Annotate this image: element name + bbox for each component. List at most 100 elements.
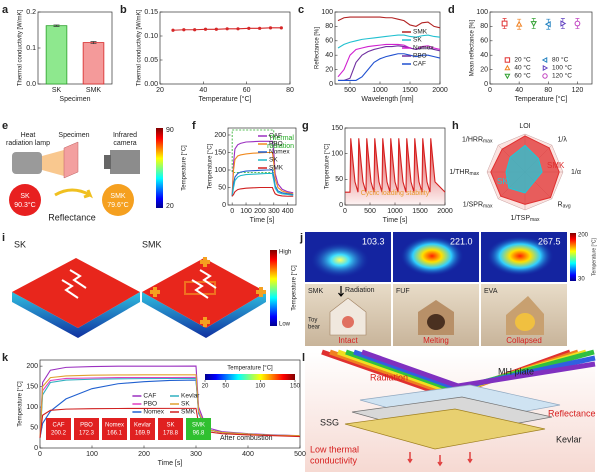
legend-label: 100 °C <box>552 64 572 72</box>
series-label: SK <box>497 177 508 186</box>
value-box <box>102 418 127 440</box>
x-tick-label: 2000 <box>437 208 453 215</box>
radar-axis-label: 1/HRRmax <box>462 136 493 144</box>
smk-temp: 79.6°C <box>107 201 128 209</box>
smk-block <box>142 257 266 338</box>
specimen-label: FUF <box>396 288 410 295</box>
x-tick-label: 100 <box>240 208 252 215</box>
line <box>337 34 441 49</box>
annotation: Cyclic loading stability <box>361 190 430 197</box>
y-tick-label: 0 <box>339 202 343 209</box>
y-axis-label: Thermal conductivity [W/mK] <box>18 9 24 86</box>
marker <box>182 28 186 32</box>
radiation-beam <box>42 150 64 176</box>
sk-label: SK <box>14 239 26 249</box>
x-tick-label: SK <box>52 87 62 94</box>
sk-thermal <box>9 184 41 216</box>
marker <box>203 27 208 31</box>
panel-label: k <box>2 352 9 364</box>
y-axis-label: Temperature [°C] <box>325 143 331 189</box>
error-bar <box>90 41 97 45</box>
box-value: 200.2 <box>51 431 67 437</box>
annotation: Thermal <box>268 135 294 142</box>
marker <box>279 26 283 30</box>
y-tick-label: 200 <box>214 132 226 139</box>
plot-frame <box>159 11 291 85</box>
plot-frame <box>39 359 301 449</box>
y-tick-label: 80 <box>480 23 488 30</box>
line <box>338 53 441 81</box>
y-tick-label: 0 <box>484 81 488 88</box>
y-tick-label: 0.2 <box>26 9 36 16</box>
specimen <box>63 141 79 179</box>
x-tick-label: 120 <box>572 87 584 94</box>
x-tick-label: 1500 <box>402 87 418 94</box>
area <box>345 138 445 205</box>
structure <box>184 281 216 295</box>
legend-label: 120 °C <box>552 72 572 80</box>
axis-sub: max <box>483 204 493 210</box>
x-axis-label: Wavelength [nm] <box>361 96 413 103</box>
x-tick-label: 0 <box>38 451 42 458</box>
ssg-label: SSG <box>320 417 339 427</box>
legend-label: SK <box>181 401 190 408</box>
y-tick-label: 0.15 <box>144 9 158 16</box>
y-tick-label: 0.10 <box>144 33 158 40</box>
axis-name: LOI <box>519 123 530 130</box>
plate-label: MH plate <box>498 366 534 376</box>
colorbar-high: High <box>279 250 291 256</box>
colorbar-max: 90 <box>166 127 174 134</box>
state-label: Melting <box>423 336 449 345</box>
specimen-label: Specimen <box>58 132 89 139</box>
y-tick-label: 0 <box>329 81 333 88</box>
kevlar-layer <box>344 408 546 450</box>
hot-spots <box>150 257 266 327</box>
marker <box>247 26 251 30</box>
max-temp: 221.0 <box>450 236 473 246</box>
value-box <box>186 418 211 440</box>
line <box>39 407 301 438</box>
legend-label: CAF <box>413 61 426 68</box>
axis-name: 1/THR <box>449 169 469 176</box>
y-tick-label: 100 <box>476 9 488 16</box>
axis-name: 1/TSP <box>511 215 531 222</box>
state-label: Intact <box>338 336 358 345</box>
y-tick-label: 100 <box>331 151 343 158</box>
x-tick-label: SMK <box>86 87 102 94</box>
smk-label: SMK <box>142 239 162 249</box>
axis-sub: max <box>483 139 493 145</box>
colorbar-min: 20 <box>166 203 174 210</box>
heat-arrow <box>61 269 87 299</box>
colorbar-tick-label: 20 <box>202 384 209 390</box>
legend-label: CAF <box>269 133 282 140</box>
line <box>231 172 294 197</box>
panel-label: g <box>302 120 309 132</box>
box-value: 169.9 <box>135 431 151 437</box>
marker <box>501 20 508 27</box>
sk-block <box>12 258 140 338</box>
block-side <box>12 292 78 338</box>
legend-label: PBO <box>143 401 157 408</box>
x-axis-label: Time [s] <box>158 460 183 467</box>
y-tick-label: 100 <box>26 404 38 411</box>
panel-label: h <box>452 120 459 132</box>
y-tick-label: 100 <box>214 167 226 174</box>
box-name: SMK <box>192 423 205 429</box>
radiation-arrow <box>338 286 344 297</box>
marker <box>268 26 273 30</box>
y-tick-label: 50 <box>335 176 343 183</box>
axis-sub: avg <box>563 204 571 210</box>
y-tick-label: 0.00 <box>144 81 158 88</box>
toy-label: bear <box>308 325 320 331</box>
marker <box>236 27 240 31</box>
radiation-label: Radiation <box>370 372 408 382</box>
panel-label: a <box>2 4 9 16</box>
camera-label: Infrared <box>113 132 137 139</box>
colorbar-min: 30 <box>578 277 585 283</box>
x-tick-label: 500 <box>294 451 306 458</box>
x-tick-label: 0 <box>343 208 347 215</box>
conductivity-label: Low thermal <box>310 444 359 454</box>
colorbar <box>570 233 576 281</box>
line <box>337 43 441 78</box>
conductivity-label: conductivity <box>310 455 358 465</box>
